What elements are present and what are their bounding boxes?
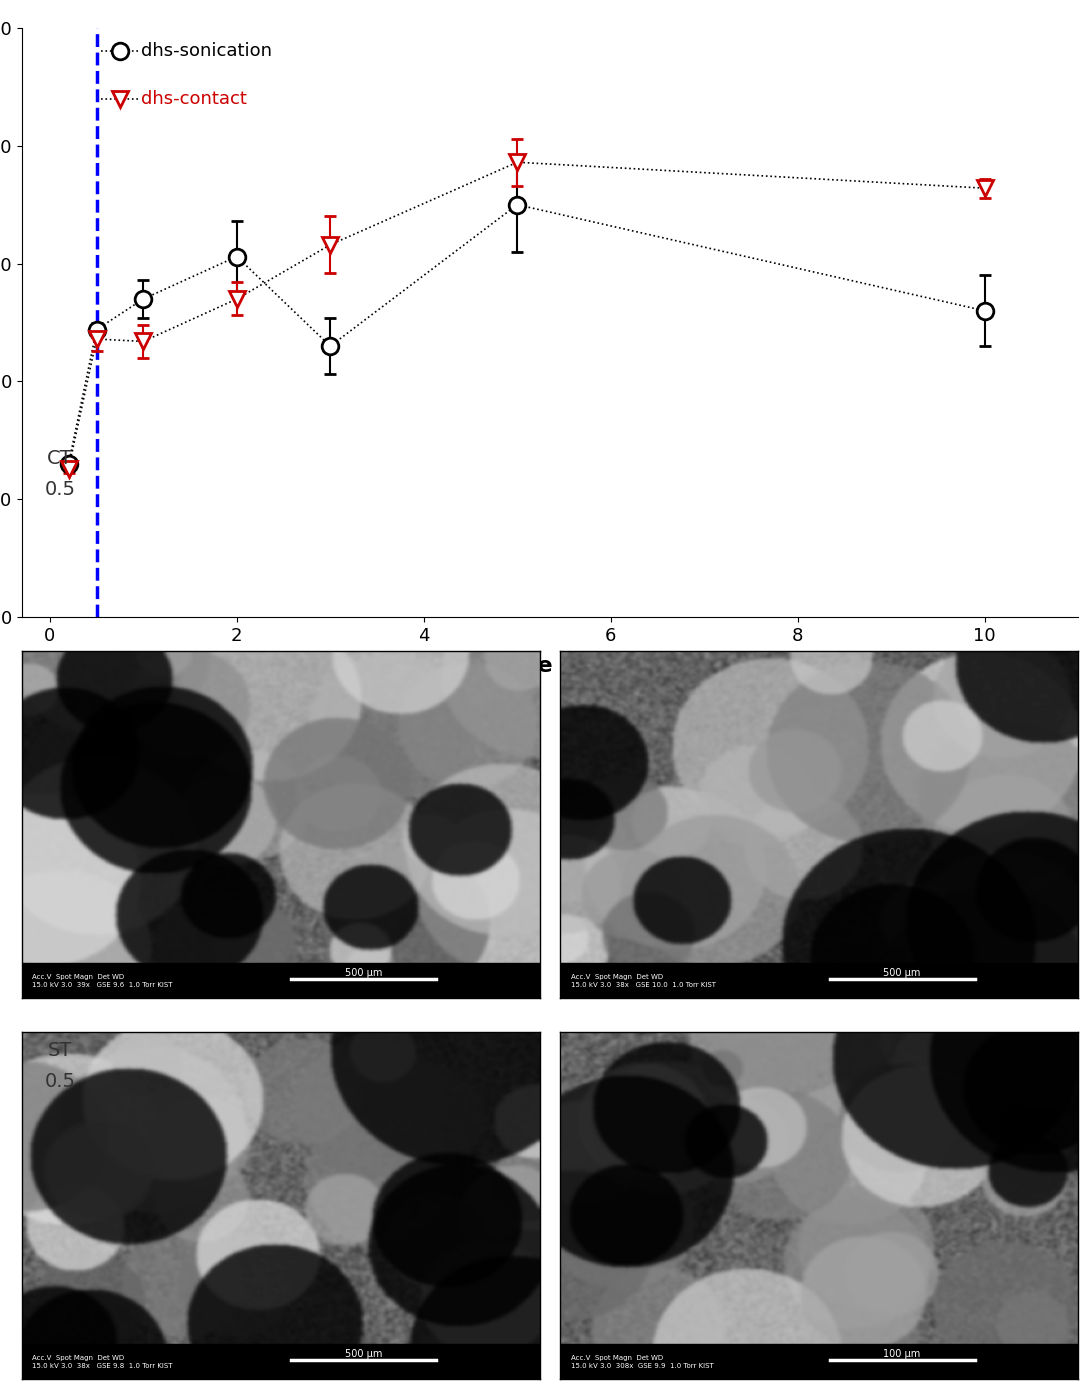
Text: CT
0.5: CT 0.5	[45, 449, 75, 499]
Text: 500 μm: 500 μm	[883, 968, 920, 978]
Text: Acc.V  Spot Magn  Det WD
15.0 kV 3.0  38x   GSE 9.8  1.0 Torr KIST: Acc.V Spot Magn Det WD 15.0 kV 3.0 38x G…	[33, 1355, 173, 1369]
Text: dhs-contact: dhs-contact	[142, 89, 247, 107]
Text: Acc.V  Spot Magn  Det WD
15.0 kV 3.0  38x   GSE 10.0  1.0 Torr KIST: Acc.V Spot Magn Det WD 15.0 kV 3.0 38x G…	[571, 974, 715, 988]
Bar	[561, 964, 1078, 999]
Bar	[22, 1344, 539, 1379]
Text: Acc.V  Spot Magn  Det WD
15.0 kV 3.0  308x  GSE 9.9  1.0 Torr KIST: Acc.V Spot Magn Det WD 15.0 kV 3.0 308x …	[571, 1355, 713, 1369]
Text: 100 μm: 100 μm	[883, 1348, 920, 1358]
Text: dhs-sonication: dhs-sonication	[142, 42, 272, 60]
Text: ST
0.5: ST 0.5	[45, 1041, 75, 1091]
Bar	[561, 1344, 1078, 1379]
Text: 500 μm: 500 μm	[345, 968, 382, 978]
Text: 500 μm: 500 μm	[345, 1348, 382, 1358]
Text: Acc.V  Spot Magn  Det WD
15.0 kV 3.0  39x   GSE 9.6  1.0 Torr KIST: Acc.V Spot Magn Det WD 15.0 kV 3.0 39x G…	[33, 974, 173, 988]
Bar	[22, 964, 539, 999]
X-axis label: time (m): time (m)	[495, 656, 604, 676]
